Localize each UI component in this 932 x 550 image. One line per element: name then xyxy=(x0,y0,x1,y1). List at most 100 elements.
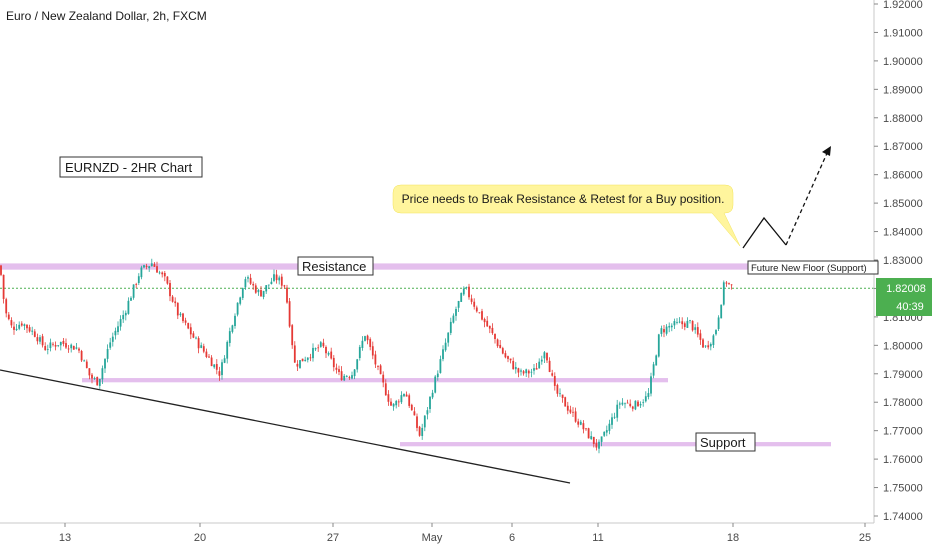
candle-body xyxy=(195,337,197,339)
candle-body xyxy=(678,321,681,323)
candle-body xyxy=(122,314,125,320)
candle-body xyxy=(31,330,34,332)
candle-body xyxy=(486,320,489,327)
candle-body xyxy=(483,319,486,323)
candle-body xyxy=(312,347,314,359)
candle-body xyxy=(426,410,429,415)
candle-body xyxy=(382,374,385,383)
y-tick-label: 1.86000 xyxy=(883,170,923,182)
candle-body xyxy=(137,276,140,284)
candle-body xyxy=(434,376,437,393)
candle-body xyxy=(10,320,13,326)
candle-body xyxy=(696,327,699,335)
candle-body xyxy=(462,288,465,295)
candle-body xyxy=(343,375,346,381)
candle-body xyxy=(197,338,200,349)
candle-body xyxy=(28,327,31,332)
candle-body xyxy=(231,325,234,332)
candle-body xyxy=(202,346,205,352)
candle-body xyxy=(468,286,470,298)
candle-body xyxy=(475,307,478,312)
candle-body xyxy=(423,415,426,428)
candle-body xyxy=(93,378,96,379)
candle-body xyxy=(306,357,309,360)
candle-body xyxy=(494,333,496,340)
candle-body xyxy=(301,358,304,362)
callout-bubble xyxy=(392,184,741,247)
candle-body xyxy=(574,411,577,422)
candle-body xyxy=(473,301,476,307)
candle-body xyxy=(533,368,535,371)
candle-body xyxy=(65,343,67,348)
candle-body xyxy=(670,325,673,328)
candle-body xyxy=(639,404,642,406)
candle-body xyxy=(267,284,270,286)
candle-body xyxy=(561,394,564,398)
candle-body xyxy=(387,394,390,402)
candle-body xyxy=(356,359,359,370)
candle-body xyxy=(270,281,273,285)
x-tick-label: 13 xyxy=(59,532,71,544)
candle-body xyxy=(509,358,512,361)
candle-body xyxy=(418,426,421,436)
candle-body xyxy=(351,375,353,379)
candle-body xyxy=(577,421,580,425)
candle-body xyxy=(330,351,333,359)
candle-body xyxy=(36,337,39,342)
candle-body xyxy=(280,276,283,286)
candle-body xyxy=(364,336,366,341)
candle-body xyxy=(156,266,158,273)
candle-body xyxy=(686,320,689,328)
candle-body xyxy=(161,272,164,275)
candle-body xyxy=(322,342,325,347)
candle-body xyxy=(504,353,507,358)
candle-body xyxy=(592,436,595,444)
candle-body xyxy=(631,406,634,409)
candle-body xyxy=(361,340,364,348)
candle-body xyxy=(720,304,723,319)
candle-body xyxy=(52,343,54,345)
candle-body xyxy=(239,297,242,304)
candle-body xyxy=(608,423,611,431)
candle-body xyxy=(179,313,182,316)
candle-body xyxy=(470,298,473,302)
candle-body xyxy=(247,277,249,279)
candle-body xyxy=(605,430,608,433)
y-tick-label: 1.89000 xyxy=(883,84,923,96)
y-tick-label: 1.83000 xyxy=(883,255,923,267)
candle-body xyxy=(374,354,377,365)
candle-body xyxy=(439,359,442,373)
candle-body xyxy=(689,320,691,321)
candle-body xyxy=(249,277,252,284)
candle-body xyxy=(288,301,291,327)
candle-body xyxy=(699,333,702,340)
x-tick-label: 6 xyxy=(509,532,515,544)
candle-body xyxy=(598,441,600,449)
candle-body xyxy=(457,301,460,308)
candle-body xyxy=(114,330,117,336)
candle-body xyxy=(226,341,229,359)
candle-body xyxy=(98,379,101,386)
candle-body xyxy=(293,345,296,363)
candle-body xyxy=(338,369,340,373)
candle-body xyxy=(587,428,590,439)
candle-body xyxy=(668,326,671,328)
candle-body xyxy=(709,343,712,347)
candle-body xyxy=(488,325,491,329)
candle-body xyxy=(41,336,44,346)
chart-label: EURNZD - 2HR Chart xyxy=(65,160,193,175)
candle-body xyxy=(286,287,288,303)
candle-body xyxy=(600,436,603,442)
candle-body xyxy=(496,339,499,347)
candle-body xyxy=(80,351,83,361)
candle-body xyxy=(109,342,112,348)
candle-body xyxy=(725,282,728,284)
candle-body xyxy=(332,357,335,368)
candle-body xyxy=(348,377,351,378)
candle-body xyxy=(530,371,533,373)
candle-body xyxy=(707,345,710,348)
candle-body xyxy=(182,313,184,322)
candle-body xyxy=(546,352,548,361)
candle-body xyxy=(392,403,395,407)
candle-body xyxy=(54,344,57,347)
